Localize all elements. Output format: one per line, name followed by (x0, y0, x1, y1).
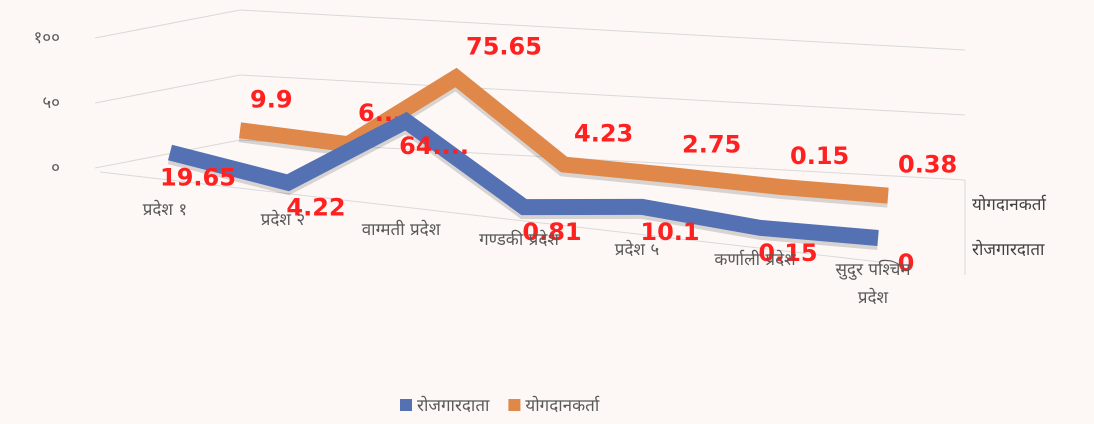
x-tick-label: गण्डकी प्रदेश (479, 230, 559, 250)
x-tick-label: प्रदेश ५ (614, 240, 660, 260)
series-ribbon (168, 111, 879, 246)
data-label: 0.15 (758, 239, 817, 267)
x-tick-label: सुदुर पश्चिम प्रदेश (835, 260, 911, 308)
data-label: 0.81 (522, 218, 581, 246)
x-tick-label: वाग्मती प्रदेश (361, 220, 441, 240)
data-label: 75.65 (466, 33, 542, 61)
y-tick-label: ५० (42, 93, 60, 113)
x-tick-label: प्रदेश २ (260, 210, 306, 230)
data-label: 19.65 (160, 163, 236, 191)
grid-line (94, 9, 966, 51)
data-label: 4.23 (574, 120, 633, 148)
depth-label: रोजगारदाता (972, 239, 1045, 260)
data-label: 0 (898, 249, 915, 277)
grid-line (94, 74, 966, 116)
floor-edge (99, 171, 881, 263)
depth-label: योगदानकर्ता (972, 194, 1047, 215)
x-tick-label: प्रदेश १ (142, 200, 188, 220)
y-tick-label: १०० (33, 28, 60, 48)
legend-label: रोजगारदाता (417, 395, 490, 416)
series-ribbon (238, 67, 889, 204)
data-label: 0.38 (898, 151, 957, 179)
legend-swatch (508, 399, 521, 411)
y-tick-label: ० (51, 158, 60, 178)
data-label: 9.9 (250, 85, 293, 113)
data-label: 2.75 (682, 130, 741, 158)
legend-label: योगदानकर्ता (525, 395, 600, 416)
data-label: 64.... (399, 132, 469, 160)
grid-line (94, 139, 966, 181)
data-label: 10.1 (640, 218, 699, 246)
data-label: 4.22 (286, 194, 345, 222)
legend-swatch (400, 399, 412, 411)
data-label: 0.15 (790, 142, 849, 170)
x-tick-label: कर्णाली प्रदेश (714, 250, 796, 270)
